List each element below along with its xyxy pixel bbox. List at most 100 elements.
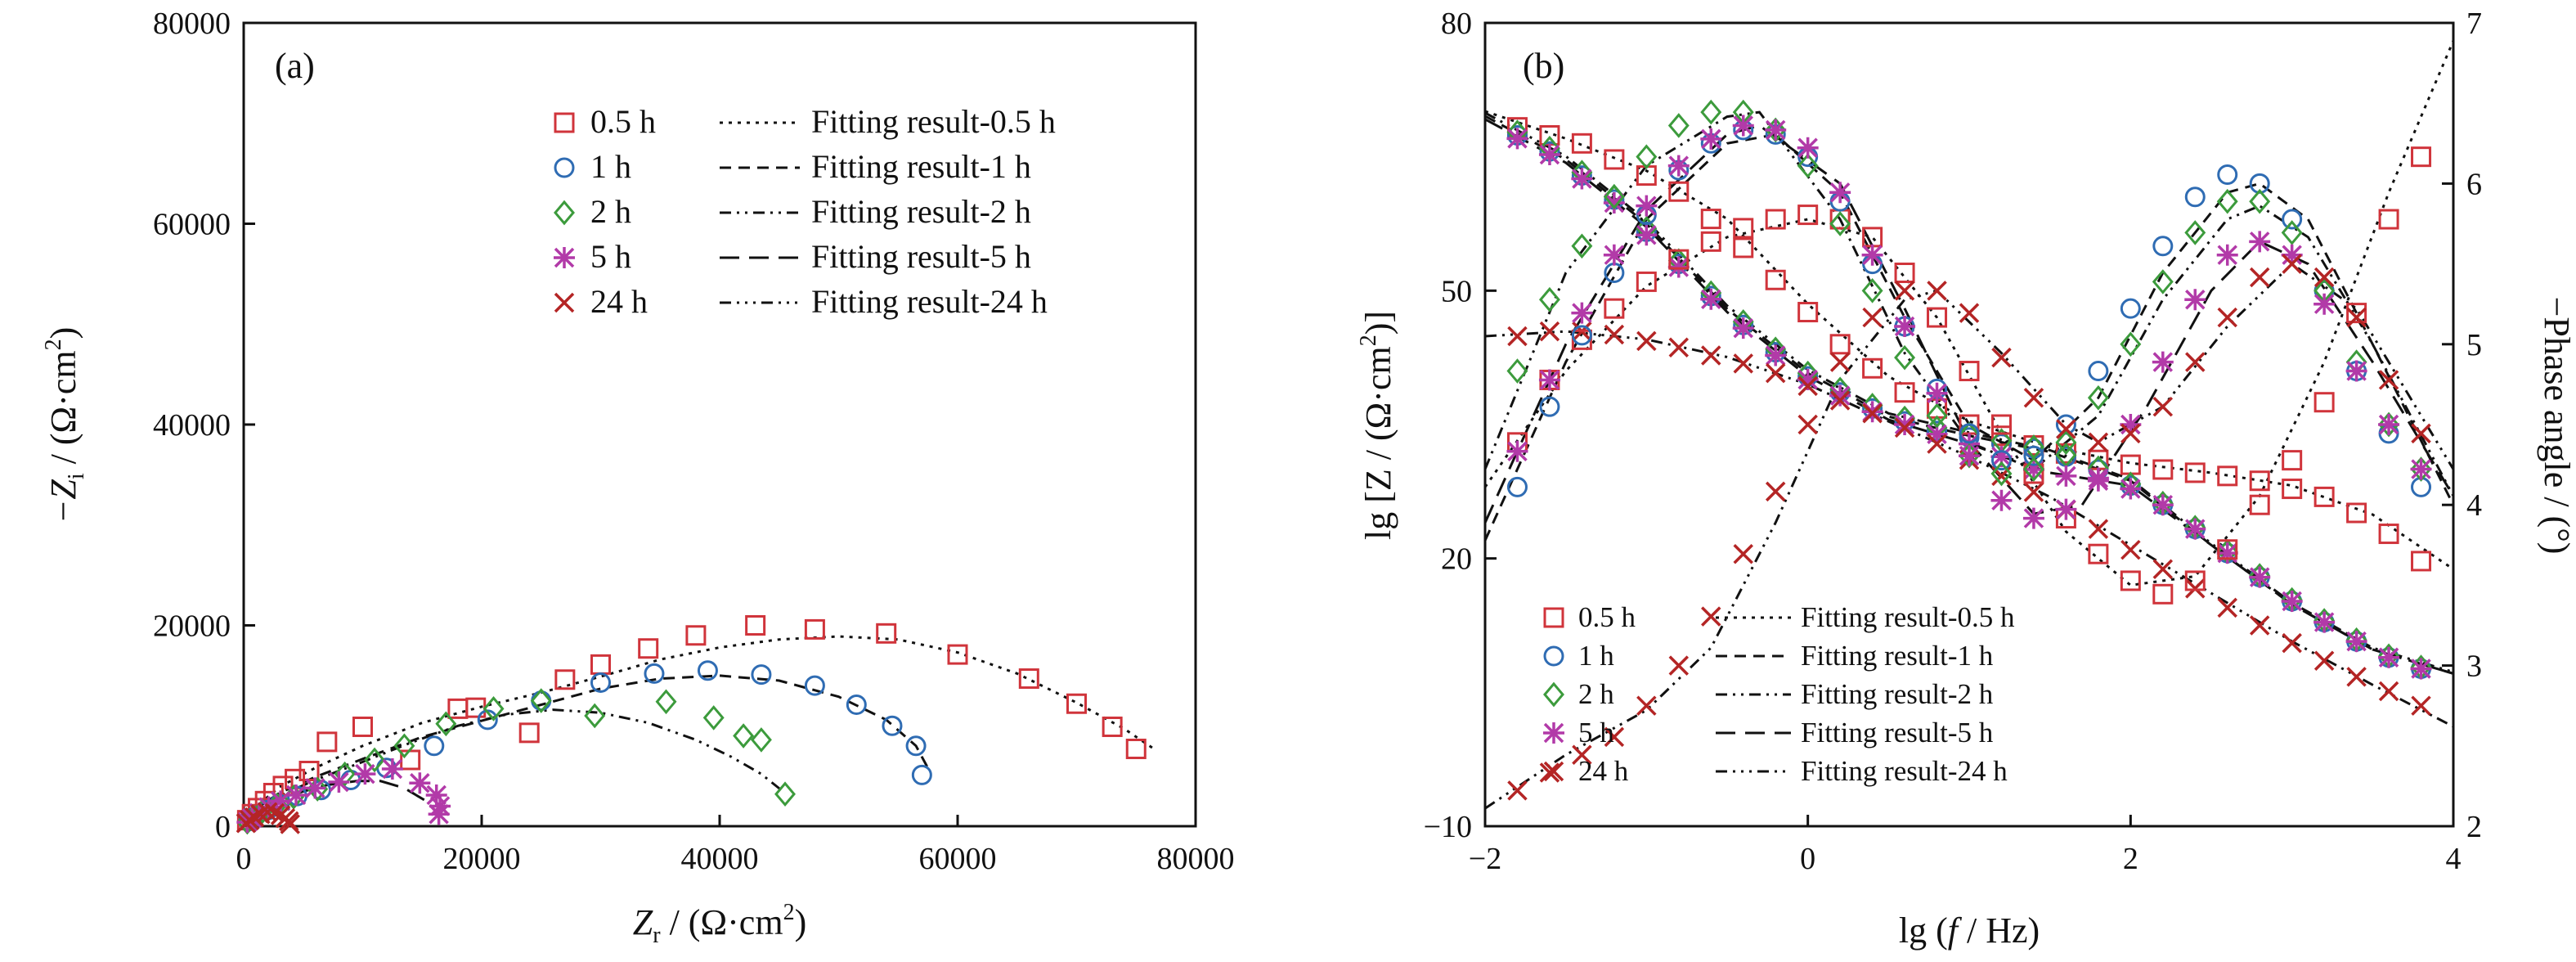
panel-b-phase-point (2216, 244, 2238, 266)
panel-b-phase-point (1829, 352, 1851, 372)
panel-a-data-point (947, 644, 968, 665)
panel-a-fit-line (242, 674, 929, 827)
panel-a-data-point (655, 689, 677, 715)
panel-a-data-point (804, 618, 825, 640)
panel-b-phase-point (1603, 244, 1625, 266)
panel-b-impedance-point (1829, 334, 1851, 355)
panel-b-phase-point (1604, 726, 1625, 748)
panel-b-phase-point (1538, 369, 1560, 391)
panel-a-legend-label: 24 h (590, 283, 648, 320)
panel-b-phase-point (2410, 458, 2432, 480)
panel-b-impedance-point (2152, 494, 2174, 516)
panel-b-phase-point (1861, 278, 1883, 303)
panel-b-impedance-point (1894, 417, 1915, 438)
panel-b-phase-point (1959, 361, 1980, 382)
panel-a-data-point (751, 664, 772, 686)
panel-b-phase-point (2023, 445, 2044, 466)
panel-b-phase-point (1862, 307, 1883, 328)
panel-b-legend-label: 1 h (1578, 640, 1614, 672)
panel-b-impedance-point (2023, 482, 2044, 502)
panel-b-phase-point (2346, 303, 2367, 324)
panel-b-phase-point (1700, 99, 1722, 125)
panel-a-x-tick-label: 40000 (681, 842, 759, 876)
panel-b-phase-point (2411, 146, 2432, 168)
panel-b-right-y-tick-label: 5 (2466, 328, 2482, 362)
panel-b-phase-point (2023, 388, 2044, 408)
panel-b-impedance-point (2313, 611, 2336, 633)
panel-b-phase-point (1701, 606, 1721, 627)
panel-b-phase-point (1667, 155, 1690, 177)
panel-b-phase-point (2152, 351, 2174, 373)
panel-b-phase-point (2378, 370, 2399, 390)
panel-b-phase-point (1506, 358, 1528, 384)
panel-a-data-point (424, 735, 445, 757)
panel-b-legend-label: 2 h (1578, 678, 1614, 710)
panel-b-phase-point (1926, 382, 1948, 404)
panel-b-phase-point (1604, 298, 1625, 319)
panel-b-x-axis-title: lg (f / Hz) (1899, 910, 2040, 951)
panel-b-impedance-point (2152, 459, 2174, 480)
panel-b-impedance-point (1571, 133, 1592, 154)
panel-a-y-tick-label: 40000 (153, 408, 231, 443)
panel-a-frame (242, 21, 1197, 828)
panel-a-data-point (590, 672, 611, 693)
panel-b-legend-marker (1543, 722, 1564, 744)
panel-b-phase-point (1765, 119, 1787, 141)
panel-b-impedance-fit-line (1484, 111, 2454, 673)
panel-b-impedance-point (1797, 369, 1819, 391)
panel-b-left-y-axis-title: lg [Z / (Ω·cm2)] (1356, 311, 1398, 540)
panel-b-phase-point (1861, 244, 1883, 266)
panel-a-data-point (393, 733, 415, 759)
panel-b-legend-label: Fitting result-1 h (1801, 640, 1994, 672)
panel-a-data-point (590, 654, 611, 675)
panel-b-impedance-point (2411, 695, 2431, 716)
panel-b-impedance-point (1636, 224, 1658, 246)
panel-a-data-point (876, 623, 897, 644)
panel-a-data-point (733, 723, 755, 748)
panel-b-impedance-point (1862, 357, 1883, 379)
panel-b-phase-point (1959, 303, 1980, 323)
panel-b-phase-point (1894, 315, 1916, 337)
panel-b-impedance-point (2152, 559, 2174, 579)
panel-b-phase-fit-line (1484, 262, 2455, 810)
panel-b-phase-point (1991, 347, 2012, 368)
panel-a-legend-label: Fitting result-2 h (811, 193, 1031, 230)
panel-b-phase-point (1765, 209, 1786, 230)
panel-a-legend-label: 0.5 h (590, 103, 656, 140)
panel-b-impedance-fit-line (1484, 110, 2454, 571)
panel-b-impedance-point (2249, 615, 2270, 636)
panel-b-phase-point (2022, 507, 2044, 529)
panel-b-phase-point (2282, 450, 2303, 471)
panel-a-data-point (280, 814, 300, 834)
panel-b-phase-point (2056, 419, 2076, 439)
panel-b-phase-point (1797, 137, 1819, 159)
panel-a-legend-label: 1 h (590, 148, 631, 185)
panel-b-phase-point (2120, 570, 2141, 591)
panel-b-phase-point (1636, 695, 1657, 716)
panel-b-right-y-ticks: 2 3 4 5 6 7 (2442, 7, 2482, 844)
panel-b-data-points (1506, 99, 2432, 801)
panel-b-right-y-tick-label: 3 (2466, 650, 2482, 684)
panel-b-impedance-point (1604, 149, 1625, 170)
panel-a-legend-marker (554, 157, 575, 178)
panel-b-impedance-point (1667, 256, 1690, 278)
panel-b-frame (1483, 21, 2455, 828)
panel-a: (a) 0 20000 40000 60000 80000 0 20000 40000 600… (41, 7, 1235, 948)
panel-a-y-tick-label: 20000 (153, 609, 231, 644)
panel-b-impedance-point (2120, 539, 2141, 560)
panel-b-phase-point (2184, 187, 2206, 208)
panel-b-left-y-tick-label: 20 (1441, 542, 1472, 577)
panel-b-impedance-point (2217, 465, 2238, 487)
panel-a-fit-line (242, 708, 786, 827)
panel-b-impedance-point (1927, 434, 1947, 454)
panel-a-data-point (428, 803, 450, 825)
panel-b-impedance-point (2346, 667, 2367, 687)
panel-b-phase-point (1636, 144, 1658, 169)
panel-b-x-tick-label: −2 (1469, 842, 1501, 876)
panel-b-impedance-point (2410, 658, 2432, 680)
panel-b-phase-point (2282, 254, 2302, 274)
panel-b-phase-point (2088, 432, 2109, 453)
panel-b-phase-point (1539, 396, 1560, 417)
panel-b-phase-point (2216, 188, 2238, 214)
panel-b-impedance-point (1506, 128, 1528, 150)
